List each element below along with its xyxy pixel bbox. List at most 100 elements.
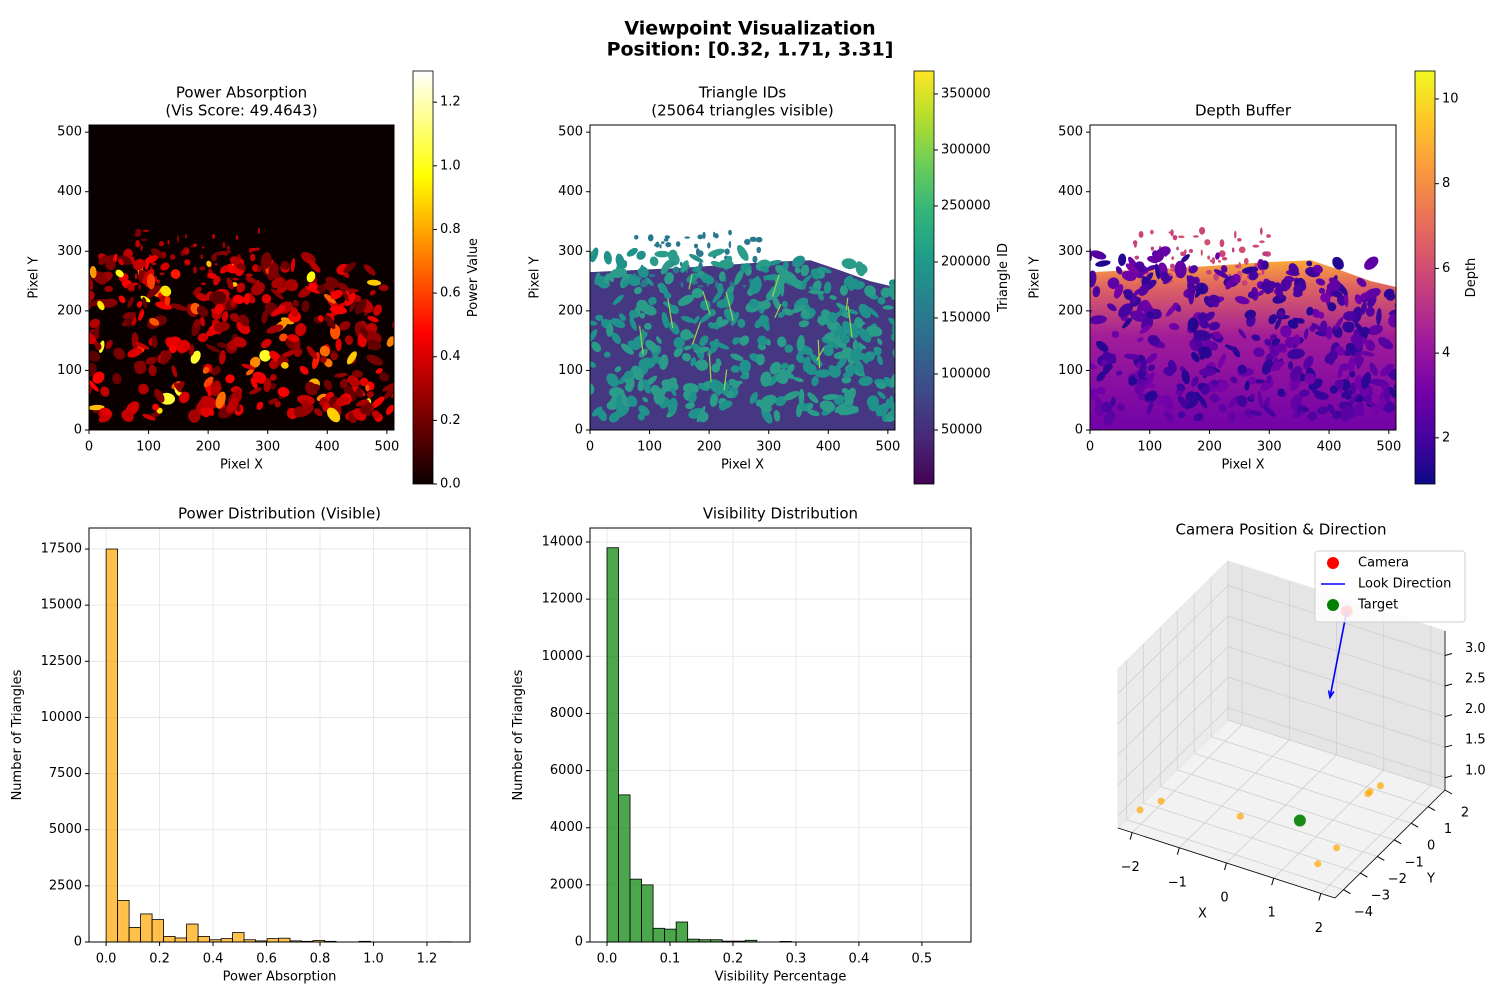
- y-tick-label: 400: [558, 184, 583, 199]
- image-speck: [1238, 246, 1246, 254]
- z-tick: [1444, 652, 1453, 656]
- image-speck: [664, 235, 671, 240]
- image-leaf: [1193, 329, 1212, 342]
- image-leaf: [1137, 265, 1147, 273]
- image-leaf: [691, 287, 704, 299]
- image-leaf: [320, 355, 327, 364]
- image-leaf: [55, 319, 70, 333]
- z-tick: [1444, 775, 1453, 779]
- image-leaf: [597, 409, 607, 422]
- image-leaf: [1165, 302, 1179, 317]
- colorbar-tick-label: 8: [1442, 176, 1450, 191]
- image-speck: [257, 265, 263, 271]
- image-leaf: [1270, 360, 1285, 371]
- image-leaf: [685, 402, 695, 410]
- image-leaf: [207, 272, 217, 279]
- x-tick-label: 0.6: [256, 952, 277, 967]
- image-leaf: [323, 379, 333, 391]
- image-leaf: [1208, 321, 1221, 331]
- image-leaf: [609, 268, 628, 279]
- image-speck: [728, 240, 732, 249]
- point: [1157, 797, 1165, 805]
- image-leaf: [591, 341, 602, 353]
- image-leaf: [367, 339, 382, 351]
- x-tick-label: 0: [85, 440, 93, 455]
- y-tick-label: 200: [1058, 303, 1083, 318]
- y-axis-label: Pixel Y: [528, 256, 543, 298]
- image-leaf: [877, 338, 883, 345]
- image-leaf: [1102, 365, 1110, 374]
- image-speck: [1234, 230, 1237, 239]
- image-leaf: [1364, 256, 1379, 270]
- image-leaf: [840, 334, 851, 344]
- image-leaf: [565, 286, 579, 298]
- image-leaf: [1163, 275, 1173, 285]
- image-leaf: [287, 334, 300, 343]
- image-stem: [815, 347, 825, 361]
- image-leaf: [365, 384, 370, 392]
- image-leaf: [232, 294, 245, 304]
- image-leaf: [1354, 322, 1364, 334]
- image-leaf: [639, 312, 646, 319]
- image-speck: [1171, 256, 1175, 260]
- image-leaf: [280, 350, 296, 358]
- x-axis-label: X: [1198, 907, 1207, 922]
- image-leaf: [260, 338, 272, 349]
- image-leaf: [261, 310, 268, 324]
- colorbar-tick-label: 300000: [941, 142, 991, 157]
- image-leaf: [1228, 395, 1239, 409]
- image-leaf: [659, 354, 669, 370]
- image-leaf: [323, 293, 336, 304]
- image-leaf: [1354, 294, 1363, 305]
- image-leaf: [1268, 314, 1277, 325]
- image-leaf: [292, 299, 300, 307]
- image-leaf: [808, 290, 825, 295]
- image-speck: [245, 273, 253, 277]
- image-leaf: [1341, 389, 1353, 399]
- image-leaf: [245, 276, 257, 284]
- histogram-bar: [606, 547, 619, 943]
- y-tick-label: 500: [57, 125, 82, 140]
- image-speck: [1241, 280, 1248, 286]
- histogram-bar: [174, 937, 187, 943]
- image-leaf: [326, 407, 341, 423]
- image-stem: [847, 306, 853, 338]
- image-leaf: [1092, 286, 1101, 298]
- image-leaf: [1224, 344, 1237, 352]
- image-leaf: [295, 323, 307, 337]
- image-leaf: [206, 260, 212, 268]
- image-leaf: [604, 273, 610, 284]
- grid-line: [1227, 707, 1446, 779]
- image-speck: [135, 239, 141, 248]
- x-tick-label: 500: [875, 440, 900, 455]
- image-leaf: [218, 350, 226, 365]
- image-leaf: [1185, 398, 1199, 409]
- x-tick-label: 1.2: [417, 952, 438, 967]
- image: [565, 125, 895, 430]
- image-speck: [1211, 256, 1216, 265]
- image-leaf: [243, 293, 251, 305]
- x-tick-label: 200: [1197, 440, 1222, 455]
- image-leaf: [1345, 321, 1355, 333]
- image-leaf: [313, 384, 320, 391]
- image: [55, 125, 409, 430]
- image: [1090, 125, 1396, 430]
- image-leaf: [399, 387, 409, 394]
- image-leaf: [396, 392, 408, 404]
- point: [1376, 782, 1384, 790]
- image-leaf: [1121, 270, 1137, 282]
- image-leaf: [330, 289, 343, 300]
- image-leaf: [200, 316, 205, 327]
- y-axis: [1334, 789, 1446, 899]
- image-leaf: [1340, 405, 1353, 422]
- image-leaf: [737, 318, 746, 328]
- image-leaf: [890, 332, 895, 342]
- image-leaf: [780, 362, 789, 370]
- image-leaf: [202, 366, 210, 374]
- image-leaf: [797, 355, 806, 364]
- image-leaf: [793, 377, 804, 383]
- y-tick-label: 0: [74, 935, 82, 950]
- image-speck: [1207, 255, 1211, 260]
- image-speck: [755, 236, 763, 243]
- grid-line: [1194, 752, 1412, 824]
